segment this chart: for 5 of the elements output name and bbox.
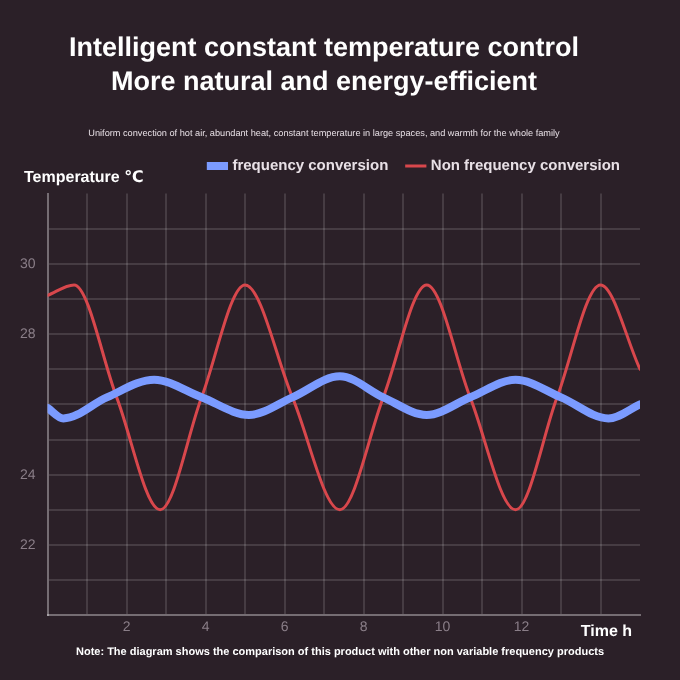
- line-series: [47, 372, 640, 423]
- x-axis-title: Time h: [580, 621, 633, 640]
- line-series: [47, 283, 640, 512]
- chart-title: Intelligent constant temperature control More natural and energy-efficient: [68, 32, 580, 97]
- y-axis-title: Temperature ℃: [24, 168, 145, 187]
